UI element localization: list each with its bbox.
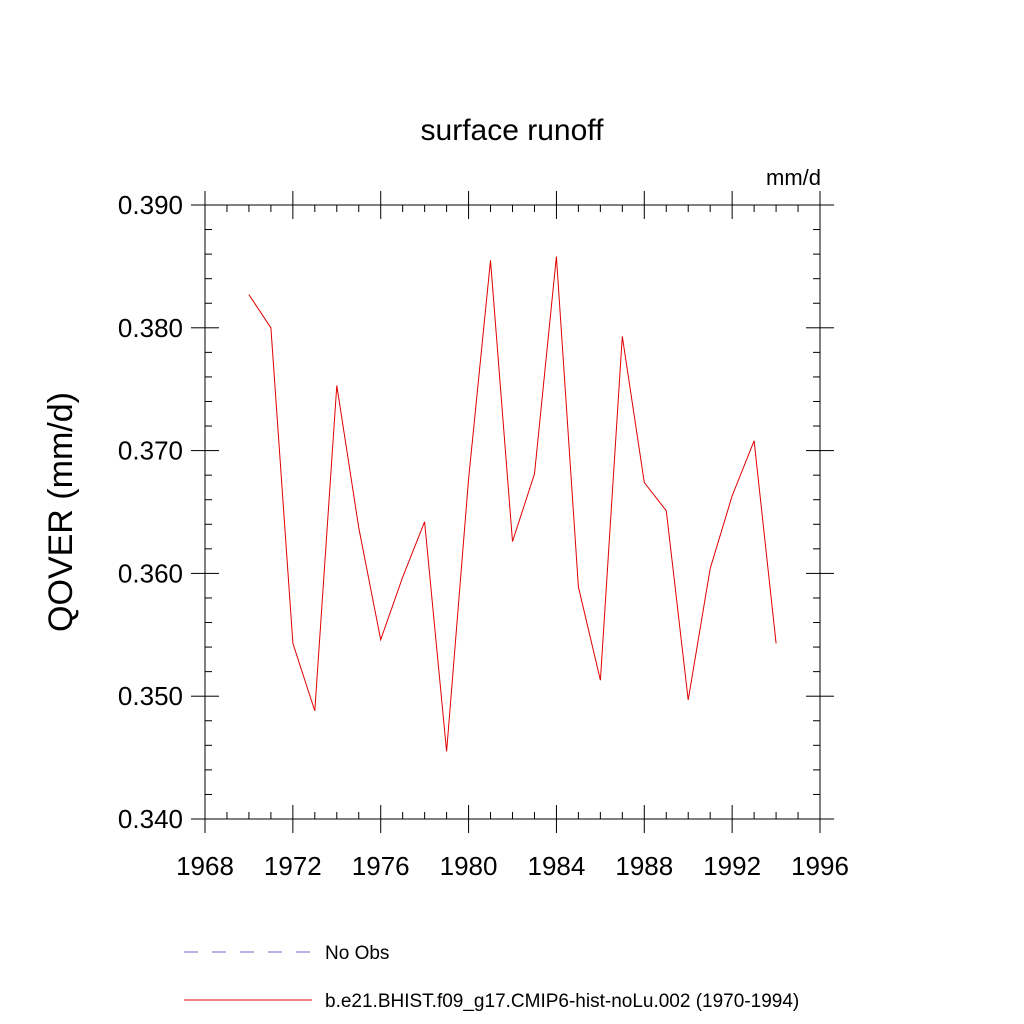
x-tick-label: 1980 xyxy=(440,851,498,881)
series-line xyxy=(248,256,777,752)
y-tick-labels: 0.340 0.350 0.360 0.370 0.380 0.390 xyxy=(118,190,183,834)
legend-label: No Obs xyxy=(325,943,389,964)
units-label: mm/d xyxy=(766,165,821,190)
x-tick-label: 1972 xyxy=(264,851,322,881)
axis-ticks xyxy=(191,191,834,833)
y-tick-label: 0.390 xyxy=(118,190,183,220)
x-tick-label: 1996 xyxy=(791,851,849,881)
chart-title: surface runoff xyxy=(421,114,605,147)
legend: No Obs b.e21.BHIST.f09_g17.CMIP6-hist-noL… xyxy=(184,943,799,1012)
x-tick-labels: 1968 1972 1976 1980 1984 1988 1992 1996 xyxy=(176,851,849,881)
series-lines xyxy=(248,256,777,752)
x-tick-label: 1968 xyxy=(176,851,234,881)
y-axis-label: QOVER (mm/d) xyxy=(42,392,80,632)
legend-label: b.e21.BHIST.f09_g17.CMIP6-hist-noLu.002 … xyxy=(325,991,799,1012)
x-tick-label: 1976 xyxy=(352,851,410,881)
x-tick-label: 1992 xyxy=(703,851,761,881)
x-tick-label: 1984 xyxy=(528,851,586,881)
x-tick-label: 1988 xyxy=(615,851,673,881)
y-tick-label: 0.340 xyxy=(118,804,183,834)
y-tick-label: 0.370 xyxy=(118,436,183,466)
y-tick-label: 0.350 xyxy=(118,681,183,711)
y-tick-label: 0.380 xyxy=(118,313,183,343)
y-tick-label: 0.360 xyxy=(118,558,183,588)
